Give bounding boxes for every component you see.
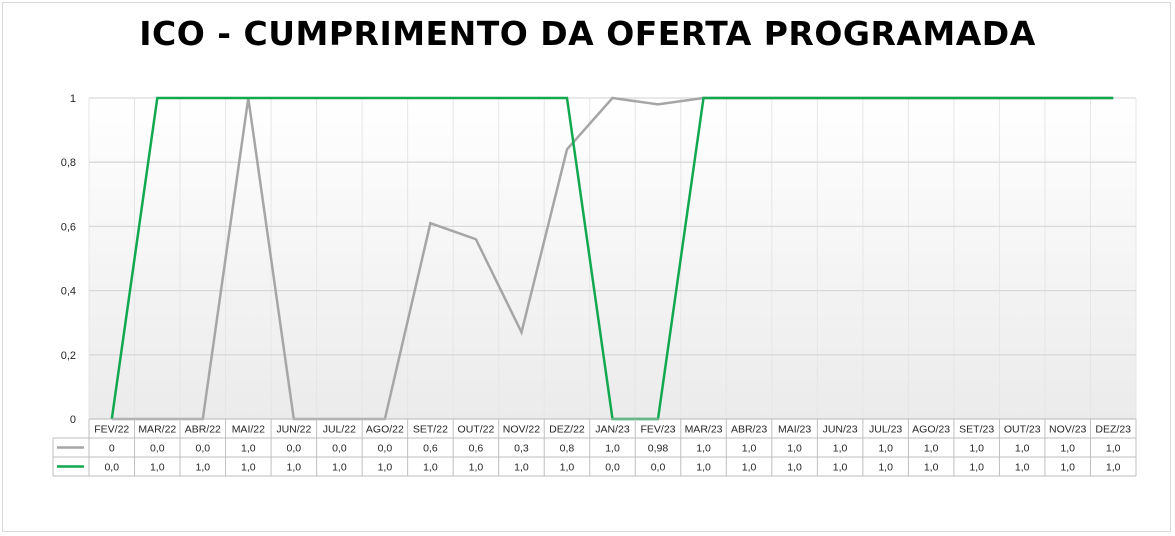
x-tick-label: MAR/23: [685, 424, 723, 436]
data-label: 0,0: [651, 462, 666, 474]
data-label: 1,0: [787, 443, 802, 455]
data-label: 1,0: [423, 462, 438, 474]
plot-area: [89, 98, 1136, 419]
x-tick-label: FEV/23: [641, 424, 676, 436]
data-label: 0,0: [195, 443, 210, 455]
data-label: 0,98: [648, 443, 669, 455]
data-label: 1,0: [878, 443, 893, 455]
data-label: 1,0: [241, 443, 256, 455]
x-tick-label: FEV/22: [94, 424, 129, 436]
x-tick-label: NOV/23: [1049, 424, 1087, 436]
data-label: 1,0: [833, 462, 848, 474]
x-tick-label: MAR/22: [138, 424, 176, 436]
data-label: 1,0: [969, 462, 984, 474]
y-tick-label: 0,6: [61, 221, 76, 233]
x-tick-label: SET/22: [413, 424, 448, 436]
data-label: 0,8: [560, 443, 575, 455]
chart-title: ICO - CUMPRIMENTO DA OFERTA PROGRAMADA: [139, 14, 1036, 53]
data-label: 1,0: [833, 443, 848, 455]
data-label: 0: [109, 443, 115, 455]
x-tick-label: JUL/22: [323, 424, 356, 436]
data-label: 0,0: [104, 462, 119, 474]
y-tick-label: 0,2: [61, 350, 76, 362]
x-tick-label: JUN/23: [823, 424, 858, 436]
data-label: 1,0: [150, 462, 165, 474]
data-label: 0,0: [605, 462, 620, 474]
y-tick-label: 0,8: [61, 157, 76, 169]
data-label: 1,0: [1106, 462, 1121, 474]
data-label: 1,0: [1060, 443, 1075, 455]
x-tick-label: MAI/23: [778, 424, 811, 436]
data-label: 0,3: [514, 443, 529, 455]
x-tick-label: JUL/23: [869, 424, 902, 436]
data-label: 1,0: [1015, 443, 1030, 455]
data-label: 1,0: [1106, 443, 1121, 455]
data-label: 1,0: [287, 462, 302, 474]
x-tick-label: OUT/23: [1004, 424, 1041, 436]
x-tick-label: AGO/22: [366, 424, 404, 436]
data-label: 1,0: [969, 443, 984, 455]
data-label: 1,0: [514, 462, 529, 474]
x-tick-label: JUN/22: [276, 424, 311, 436]
x-tick-label: ABR/23: [731, 424, 767, 436]
data-label: 1,0: [195, 462, 210, 474]
y-tick-label: 0,4: [61, 286, 76, 298]
data-label: 0,0: [378, 443, 393, 455]
data-label: 1,0: [560, 462, 575, 474]
data-label: 1,0: [787, 462, 802, 474]
data-label: 1,0: [924, 443, 939, 455]
data-label: 0,6: [469, 443, 484, 455]
data-label: 1,0: [378, 462, 393, 474]
x-tick-label: AGO/23: [912, 424, 950, 436]
data-label: 1,0: [696, 462, 711, 474]
gridlines: [88, 97, 1137, 420]
data-table: FEV/22 MAR/22 ABR/22 MAI/22 JUN/22 JUL/22 AGO/…: [52, 418, 1137, 477]
data-label: 1,0: [696, 443, 711, 455]
y-tick-label: 0: [70, 414, 76, 426]
data-label: 0,0: [287, 443, 302, 455]
x-tick-label: SET/23: [959, 424, 994, 436]
data-label: 1,0: [742, 443, 757, 455]
data-label: 0,0: [332, 443, 347, 455]
data-label: 1,0: [605, 443, 620, 455]
y-axis: 0 0,2 0,4 0,6 0,8 1: [61, 93, 76, 426]
data-label: 1,0: [878, 462, 893, 474]
data-label: 1,0: [332, 462, 347, 474]
x-tick-label: MAI/22: [232, 424, 265, 436]
x-tick-label: DEZ/22: [549, 424, 585, 436]
y-tick-label: 1: [70, 93, 76, 105]
x-tick-label: ABR/22: [185, 424, 221, 436]
x-tick-label: NOV/22: [503, 424, 541, 436]
data-label: 1,0: [1015, 462, 1030, 474]
data-label: 0,0: [150, 443, 165, 455]
data-label: 1,0: [469, 462, 484, 474]
data-label: 1,0: [742, 462, 757, 474]
x-tick-label: DEZ/23: [1095, 424, 1131, 436]
data-label: 1,0: [924, 462, 939, 474]
x-tick-label: JAN/23: [595, 424, 630, 436]
data-label: 0,6: [423, 443, 438, 455]
data-label: 1,0: [1060, 462, 1075, 474]
data-label: 1,0: [241, 462, 256, 474]
x-tick-label: OUT/22: [458, 424, 495, 436]
